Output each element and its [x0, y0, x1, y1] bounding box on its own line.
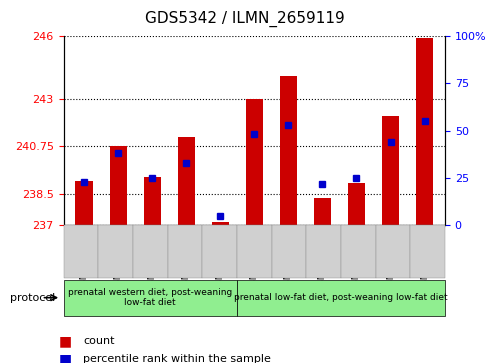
Bar	[313, 198, 330, 225]
Text: GDS5342 / ILMN_2659119: GDS5342 / ILMN_2659119	[144, 11, 344, 27]
Text: ■: ■	[59, 334, 72, 348]
Bar	[75, 181, 92, 225]
Bar	[177, 137, 194, 225]
Bar	[245, 99, 262, 225]
Text: ■: ■	[59, 352, 72, 363]
Bar	[109, 146, 126, 225]
Text: percentile rank within the sample: percentile rank within the sample	[83, 354, 270, 363]
Bar	[211, 222, 228, 225]
Bar	[279, 76, 296, 225]
Bar	[415, 38, 432, 225]
Text: protocol: protocol	[10, 293, 55, 303]
Text: count: count	[83, 336, 114, 346]
Text: prenatal western diet, post-weaning
low-fat diet: prenatal western diet, post-weaning low-…	[68, 288, 232, 307]
Text: prenatal low-fat diet, post-weaning low-fat diet: prenatal low-fat diet, post-weaning low-…	[234, 293, 447, 302]
Bar	[143, 177, 160, 225]
Bar	[381, 116, 398, 225]
Bar	[347, 183, 364, 225]
